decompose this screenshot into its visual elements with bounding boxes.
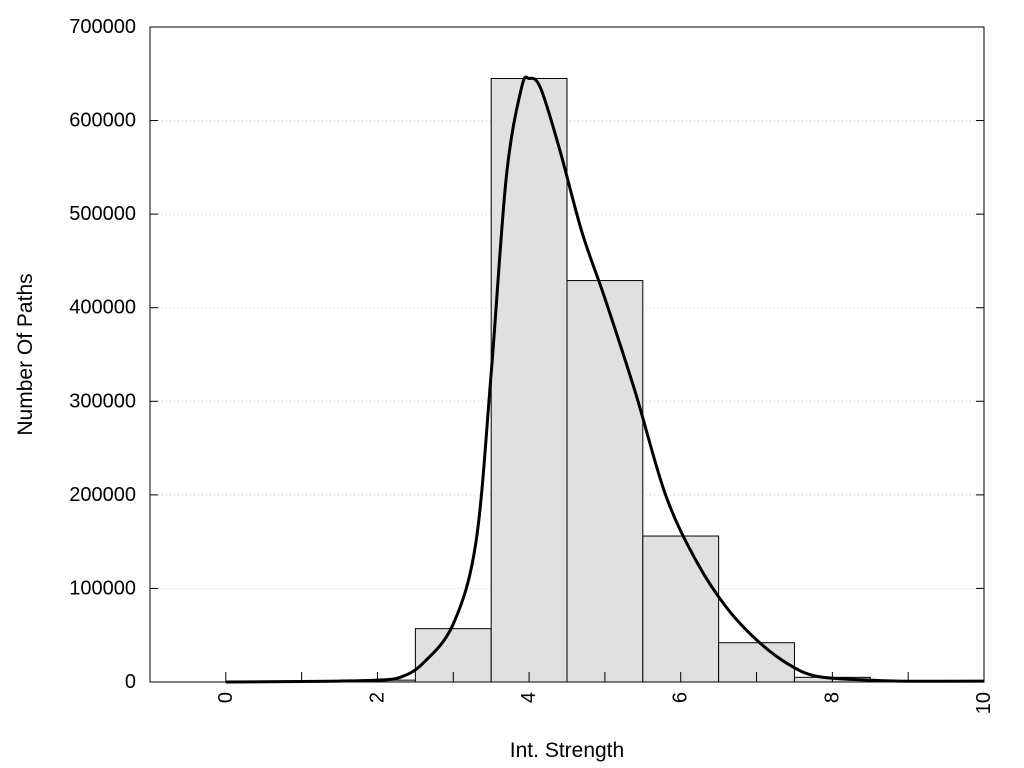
y-tick-label: 700000 — [69, 16, 136, 38]
histogram-bar — [566, 280, 644, 683]
y-tick-label: 500000 — [69, 203, 136, 225]
x-tick-label: 8 — [821, 692, 843, 703]
y-axis-title: Number Of Paths — [14, 273, 37, 435]
plot-frame — [149, 26, 985, 683]
y-tick-label: 400000 — [69, 297, 136, 319]
density-curve-line — [225, 75, 985, 684]
x-axis-ticks: 0 2 4 6 8 10 — [215, 672, 995, 714]
y-tick-label: 200000 — [69, 484, 136, 506]
y-tick-label: 300000 — [69, 390, 136, 412]
y-tick-label: 600000 — [69, 110, 136, 132]
y-tick-label: 0 — [125, 671, 136, 693]
histogram-bar — [642, 535, 720, 683]
x-tick-label: 6 — [670, 692, 692, 703]
x-axis-title: Int. Strength — [510, 739, 624, 762]
y-tick-label: 100000 — [69, 577, 136, 599]
histogram-bars — [339, 77, 871, 683]
y-axis-ticks: 0 100000 200000 300000 400000 500000 600000 700… — [69, 16, 984, 693]
x-tick-label: 2 — [366, 692, 388, 703]
histogram-bar — [490, 77, 568, 683]
x-tick-label: 10 — [973, 692, 995, 714]
x-tick-label: 0 — [215, 692, 237, 703]
x-tick-label: 4 — [518, 692, 540, 703]
density-curve — [225, 75, 985, 684]
